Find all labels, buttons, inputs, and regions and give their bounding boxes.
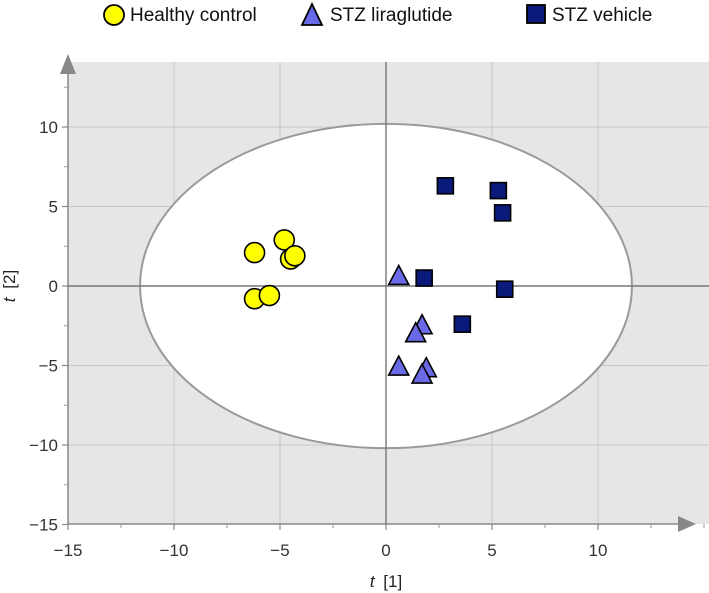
x-tick-label: 10 bbox=[589, 541, 608, 560]
x-tick-label: 5 bbox=[487, 541, 496, 560]
point-stz-vehicle bbox=[415, 269, 433, 287]
y-tick-label: 10 bbox=[39, 118, 58, 137]
legend: Healthy control STZ liraglutide STZ vehi… bbox=[103, 1, 652, 26]
legend-marker-stz-liraglutide bbox=[300, 1, 324, 26]
point-healthy-control bbox=[284, 244, 306, 267]
point-healthy-control bbox=[258, 284, 281, 307]
point-stz-liraglutide bbox=[410, 362, 434, 384]
y-axis-title-var: t bbox=[0, 296, 19, 302]
legend-label-healthy-control: Healthy control bbox=[130, 5, 257, 26]
data-points bbox=[243, 177, 514, 384]
y-axis-title: t [2] bbox=[0, 270, 19, 302]
x-tick-label: −5 bbox=[270, 541, 289, 560]
y-tick-label: −10 bbox=[29, 436, 58, 455]
point-stz-vehicle bbox=[495, 280, 514, 298]
y-tick-label: 0 bbox=[49, 277, 58, 296]
point-stz-vehicle bbox=[493, 204, 512, 222]
point-stz-vehicle bbox=[436, 177, 455, 195]
point-stz-liraglutide bbox=[404, 320, 428, 343]
x-tick-label: 0 bbox=[381, 541, 390, 560]
zero-lines bbox=[68, 62, 709, 524]
point-stz-liraglutide bbox=[387, 263, 411, 286]
y-axis-arrow bbox=[60, 54, 76, 74]
legend-marker-stz-vehicle bbox=[526, 4, 546, 24]
point-healthy-control bbox=[273, 229, 296, 251]
legend-marker-healthy-control bbox=[103, 4, 125, 26]
y-axis-title-sub: [2] bbox=[0, 270, 19, 289]
legend-label-stz-liraglutide: STZ liraglutide bbox=[330, 5, 453, 26]
x-tick-label: −15 bbox=[54, 541, 83, 560]
y-tick-label: 5 bbox=[49, 198, 58, 217]
x-axis-arrow bbox=[678, 516, 696, 532]
x-axis-title-var: t bbox=[370, 572, 376, 591]
legend-label-stz-vehicle: STZ vehicle bbox=[552, 5, 652, 26]
x-axis-title-sub: [1] bbox=[383, 572, 402, 591]
point-healthy-control bbox=[243, 241, 266, 264]
x-tick-label: −10 bbox=[160, 541, 189, 560]
point-stz-vehicle bbox=[453, 315, 472, 333]
tick-labels: −15 −10 −5 0 5 10 −15 −10 −5 0 5 10 bbox=[29, 118, 607, 560]
point-stz-liraglutide bbox=[387, 354, 411, 376]
y-tick-label: −5 bbox=[39, 357, 58, 376]
x-axis-title: t [1] bbox=[370, 572, 402, 591]
point-stz-vehicle bbox=[489, 181, 508, 200]
axes bbox=[60, 54, 705, 532]
y-tick-label: −15 bbox=[29, 516, 58, 535]
